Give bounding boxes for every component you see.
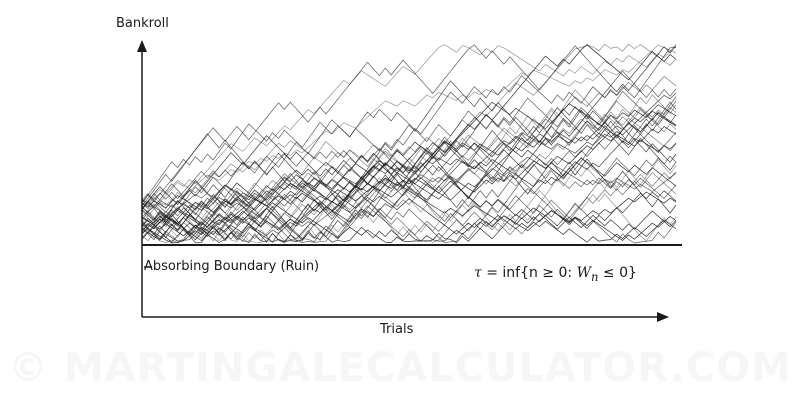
x-axis-label: Trials xyxy=(380,322,414,337)
bankroll-path xyxy=(141,44,677,203)
bankroll-path xyxy=(141,202,677,243)
bankroll-path xyxy=(141,92,677,210)
y-axis-label: Bankroll xyxy=(116,16,169,31)
bankroll-path xyxy=(141,45,677,209)
boundary-label: Absorbing Boundary (Ruin) xyxy=(144,259,320,274)
bankroll-path xyxy=(141,80,677,235)
formula-w: W xyxy=(576,265,591,281)
bankroll-path xyxy=(141,89,677,244)
bankroll-path xyxy=(141,44,677,209)
bankroll-path xyxy=(141,190,677,244)
bankroll-path xyxy=(141,114,677,211)
bankroll-path xyxy=(141,43,677,210)
bankroll-path xyxy=(141,177,677,243)
stopping-time-formula: τ = inf{n ≥ 0: Wn ≤ 0} xyxy=(474,265,637,284)
bankroll-path xyxy=(141,109,677,211)
bankroll-path xyxy=(141,75,677,236)
bankroll-path xyxy=(141,44,677,240)
bankroll-path xyxy=(141,106,677,244)
bankroll-path xyxy=(141,180,677,244)
bankroll-path xyxy=(141,117,677,232)
y-axis-arrowhead xyxy=(137,40,147,52)
bankroll-path xyxy=(141,101,677,209)
bankroll-path xyxy=(141,106,677,242)
bankroll-path xyxy=(141,44,677,223)
bankroll-path xyxy=(141,47,677,227)
formula-leq: ≤ 0} xyxy=(598,265,637,281)
formula-sub: n xyxy=(590,269,599,284)
bankroll-path xyxy=(141,90,677,204)
formula-tau: τ xyxy=(474,265,482,281)
bankroll-path xyxy=(141,159,677,238)
bankroll-path xyxy=(141,195,677,243)
formula-eq: = inf{n ≥ 0: xyxy=(481,265,577,281)
bankroll-path xyxy=(141,157,677,244)
bankroll-path xyxy=(141,104,677,237)
bankroll-path xyxy=(141,141,677,227)
bankroll-path xyxy=(141,185,677,244)
bankroll-path xyxy=(141,132,677,201)
x-axis-arrowhead xyxy=(657,312,669,322)
bankroll-paths xyxy=(141,43,677,244)
bankroll-path xyxy=(141,155,677,244)
